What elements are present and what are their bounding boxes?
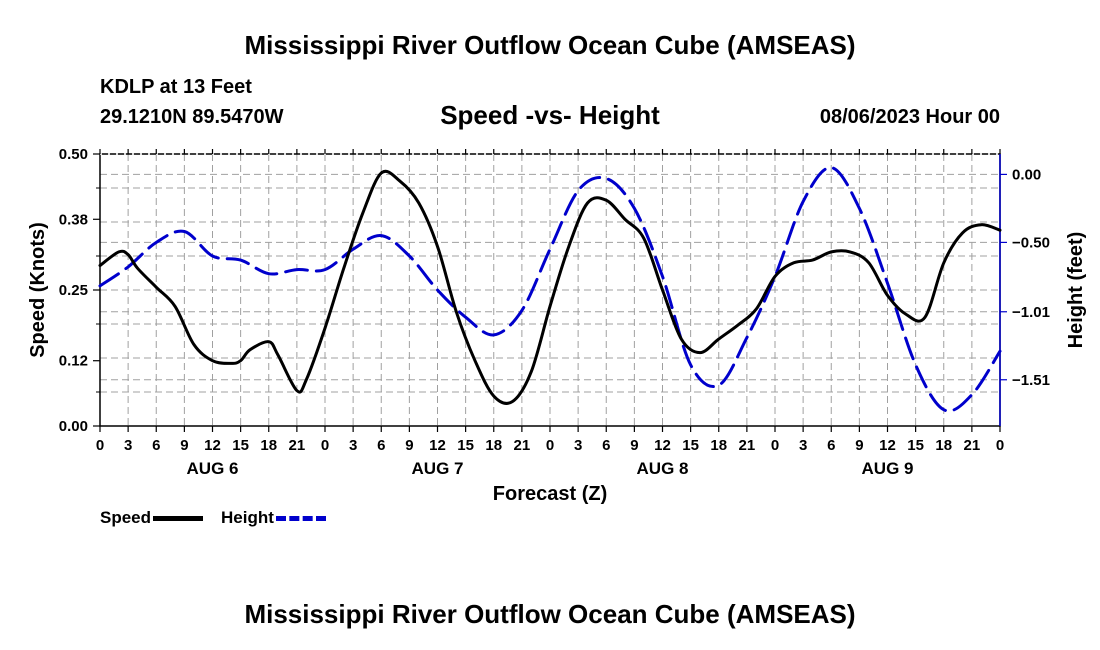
x-tick-label: 6 [602, 437, 610, 454]
y-left-axis-label: Speed (Knots) [27, 222, 49, 358]
y-left-tick-label: 0.12 [59, 353, 88, 370]
day-label: AUG 9 [862, 459, 914, 478]
forecast-datetime: 08/06/2023 Hour 00 [819, 106, 1000, 128]
y-left-tick-label: 0.50 [59, 146, 88, 163]
x-tick-label: 3 [349, 437, 357, 454]
grid-lines [100, 154, 1000, 426]
y-right-tick-label: 0.00 [1012, 166, 1041, 183]
station-coordinates: 29.1210N 89.5470W [100, 106, 284, 128]
speed-series-line [98, 169, 1002, 405]
x-tick-label: 9 [405, 437, 413, 454]
x-tick-label: 6 [827, 437, 835, 454]
axes [93, 149, 1007, 432]
day-label: AUG 6 [187, 459, 239, 478]
x-tick-label: 12 [429, 437, 446, 454]
legend-height-label: Height [221, 508, 274, 527]
legend-speed-label: Speed [100, 508, 152, 527]
x-tick-label: 9 [630, 437, 638, 454]
x-tick-label: 9 [855, 437, 863, 454]
x-tick-label: 21 [514, 437, 531, 454]
axis-labels: 0 3 6 9 12 15 18 21 0 3 6 9 12 15 18 21 0 3 6 9 12 15 18 21 0 3 6 9… [27, 146, 1087, 505]
x-tick-label: 0 [321, 437, 329, 454]
x-tick-label: 3 [124, 437, 132, 454]
height-series-line [98, 166, 1002, 413]
x-tick-label: 0 [546, 437, 554, 454]
legend-speed-swatch [153, 515, 204, 521]
x-tick-label: 3 [574, 437, 582, 454]
y-right-axis-label: Height (feet) [1065, 232, 1087, 349]
x-tick-label: 12 [879, 437, 896, 454]
x-tick-label: 0 [96, 437, 104, 454]
y-left-tick-label: 0.38 [59, 211, 88, 228]
y-right-tick-label: −0.50 [1012, 234, 1050, 251]
x-tick-label: 15 [232, 437, 249, 454]
legend: Speed Height [100, 508, 344, 528]
series-lines [98, 166, 1002, 413]
y-left-tick-label: 0.25 [59, 282, 88, 299]
x-tick-label: 18 [935, 437, 952, 454]
x-tick-label: 21 [739, 437, 756, 454]
x-tick-label: 18 [260, 437, 277, 454]
x-tick-label: 6 [377, 437, 385, 454]
x-tick-label: 15 [682, 437, 699, 454]
footer-title: Mississippi River Outflow Ocean Cube (AM… [244, 599, 856, 629]
x-tick-label: 12 [654, 437, 671, 454]
x-tick-label: 12 [204, 437, 221, 454]
x-tick-label: 18 [485, 437, 502, 454]
x-tick-label: 3 [799, 437, 807, 454]
x-tick-label: 0 [771, 437, 779, 454]
x-tick-label: 15 [907, 437, 924, 454]
chart-subtitle: Speed -vs- Height [440, 100, 660, 130]
x-tick-label: 15 [457, 437, 474, 454]
x-tick-label: 21 [964, 437, 981, 454]
day-label: AUG 8 [637, 459, 689, 478]
legend-height-swatch [275, 515, 326, 521]
y-right-tick-label: −1.51 [1012, 372, 1050, 389]
y-left-tick-label: 0.00 [59, 418, 88, 435]
x-tick-label: 21 [289, 437, 306, 454]
x-tick-label: 6 [152, 437, 160, 454]
x-tick-label: 9 [180, 437, 188, 454]
x-tick-label: 0 [996, 437, 1004, 454]
x-axis-label: Forecast (Z) [493, 483, 607, 505]
day-label: AUG 7 [412, 459, 464, 478]
y-right-tick-label: −1.01 [1012, 304, 1050, 321]
chart-title: Mississippi River Outflow Ocean Cube (AM… [244, 30, 856, 60]
x-tick-label: 18 [710, 437, 727, 454]
station-label: KDLP at 13 Feet [100, 76, 252, 98]
